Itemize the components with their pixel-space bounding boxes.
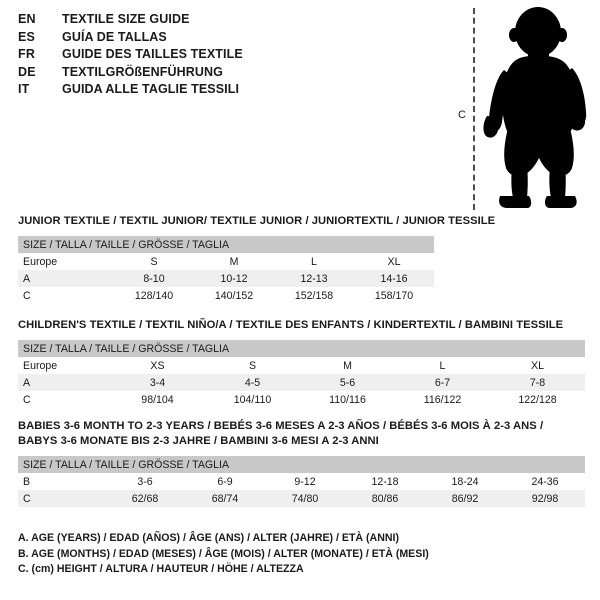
babies-cell: 92/98 xyxy=(505,490,586,507)
children-band-header-label: SIZE / TALLA / TAILLE / GRÖSSE / TAGLIA xyxy=(18,340,586,357)
babies-size-table: SIZE / TALLA / TAILLE / GRÖSSE / TAGLIA … xyxy=(18,456,586,507)
children-cell: 104/110 xyxy=(205,391,300,408)
table-row: A 3-4 4-5 5-6 6-7 7-8 xyxy=(18,374,586,391)
junior-cell: 152/158 xyxy=(274,287,354,304)
language-title: GUIDA ALLE TAGLIE TESSILI xyxy=(62,82,240,96)
junior-cell: XL xyxy=(354,253,435,270)
table-row: Europe XS S M L XL xyxy=(18,357,586,374)
table-row: C 98/104 104/110 110/116 116/122 122/128 xyxy=(18,391,586,408)
junior-table-band-header: SIZE / TALLA / TAILLE / GRÖSSE / TAGLIA xyxy=(18,236,435,253)
babies-section-title-line2: BABYS 3-6 MONATE BIS 2-3 JAHRE / BAMBINI… xyxy=(18,435,379,447)
babies-cell: 62/68 xyxy=(105,490,185,507)
babies-section-title-line1: BABIES 3-6 MONTH TO 2-3 YEARS / BEBÉS 3-… xyxy=(18,420,544,432)
language-row: FR GUIDE DES TAILLES TEXTILE xyxy=(18,47,418,65)
legend-block: A. AGE (YEARS) / EDAD (AÑOS) / ÂGE (ANS)… xyxy=(18,531,429,578)
table-row: Europe S M L XL xyxy=(18,253,435,270)
babies-row-label: C xyxy=(18,490,105,507)
legend-line-b: B. AGE (MONTHS) / EDAD (MESES) / ÂGE (MO… xyxy=(18,547,429,560)
babies-band-header-label: SIZE / TALLA / TAILLE / GRÖSSE / TAGLIA xyxy=(18,456,586,473)
legend-line-c: C. (cm) HEIGHT / ALTURA / HAUTEUR / HÖHE… xyxy=(18,563,304,575)
section-junior-textile: JUNIOR TEXTILE / TEXTIL JUNIOR/ TEXTILE … xyxy=(18,214,496,304)
junior-cell: M xyxy=(194,253,274,270)
height-dashed-line xyxy=(473,8,475,210)
children-cell: 7-8 xyxy=(490,374,586,391)
section-children-textile: CHILDREN'S TEXTILE / TEXTIL NIÑO/A / TEX… xyxy=(18,318,586,408)
children-cell: M xyxy=(300,357,395,374)
junior-cell: 128/140 xyxy=(114,287,194,304)
language-row: ES GUÍA DE TALLAS xyxy=(18,30,418,48)
babies-cell: 80/86 xyxy=(345,490,425,507)
babies-cell: 12-18 xyxy=(345,473,425,490)
language-title: GUÍA DE TALLAS xyxy=(62,29,167,44)
junior-cell: S xyxy=(114,253,194,270)
babies-row-label: B xyxy=(18,473,105,490)
children-cell: XS xyxy=(110,357,205,374)
language-row: DE TEXTILGRÖßENFÜHRUNG xyxy=(18,65,418,83)
junior-cell: 140/152 xyxy=(194,287,274,304)
babies-table-band-header: SIZE / TALLA / TAILLE / GRÖSSE / TAGLIA xyxy=(18,456,586,473)
junior-cell: 14-16 xyxy=(354,270,435,287)
junior-cell: 8-10 xyxy=(114,270,194,287)
babies-cell: 3-6 xyxy=(105,473,185,490)
language-code: IT xyxy=(18,82,30,96)
language-header-block: EN TEXTILE SIZE GUIDE ES GUÍA DE TALLAS … xyxy=(18,12,418,100)
children-cell: 98/104 xyxy=(110,391,205,408)
junior-cell: 10-12 xyxy=(194,270,274,287)
babies-cell: 86/92 xyxy=(425,490,505,507)
children-cell: 110/116 xyxy=(300,391,395,408)
language-code: FR xyxy=(18,47,36,61)
language-code: ES xyxy=(18,29,36,44)
children-cell: 5-6 xyxy=(300,374,395,391)
junior-row-label: C xyxy=(18,287,114,304)
children-cell: S xyxy=(205,357,300,374)
babies-cell: 6-9 xyxy=(185,473,265,490)
toddler-silhouette-icon xyxy=(483,7,587,208)
children-row-label: A xyxy=(18,374,110,391)
children-cell: L xyxy=(395,357,490,374)
junior-band-header-label: SIZE / TALLA / TAILLE / GRÖSSE / TAGLIA xyxy=(18,236,435,253)
babies-cell: 68/74 xyxy=(185,490,265,507)
children-row-label: Europe xyxy=(18,357,110,374)
junior-cell: 12-13 xyxy=(274,270,354,287)
babies-cell: 74/80 xyxy=(265,490,345,507)
language-code: EN xyxy=(18,12,36,26)
language-title: TEXTILGRÖßENFÜHRUNG xyxy=(62,64,223,79)
legend-line-a: A. AGE (YEARS) / EDAD (AÑOS) / ÂGE (ANS)… xyxy=(18,532,399,544)
children-size-table: SIZE / TALLA / TAILLE / GRÖSSE / TAGLIA … xyxy=(18,340,586,408)
table-row: C 62/68 68/74 74/80 80/86 86/92 92/98 xyxy=(18,490,586,507)
height-illustration: C xyxy=(440,4,600,212)
children-cell: 3-4 xyxy=(110,374,205,391)
language-row: EN TEXTILE SIZE GUIDE xyxy=(18,12,418,30)
junior-cell: 158/170 xyxy=(354,287,435,304)
table-row: A 8-10 10-12 12-13 14-16 xyxy=(18,270,435,287)
language-row: IT GUIDA ALLE TAGLIE TESSILI xyxy=(18,82,418,100)
babies-cell: 18-24 xyxy=(425,473,505,490)
children-section-title: CHILDREN'S TEXTILE / TEXTIL NIÑO/A / TEX… xyxy=(18,319,564,331)
height-measure-label: C xyxy=(458,109,466,121)
babies-cell: 24-36 xyxy=(505,473,586,490)
children-cell: XL xyxy=(490,357,586,374)
children-cell: 116/122 xyxy=(395,391,490,408)
children-cell: 4-5 xyxy=(205,374,300,391)
children-cell: 122/128 xyxy=(490,391,586,408)
children-cell: 6-7 xyxy=(395,374,490,391)
table-row: C 128/140 140/152 152/158 158/170 xyxy=(18,287,435,304)
children-row-label: C xyxy=(18,391,110,408)
babies-cell: 9-12 xyxy=(265,473,345,490)
junior-cell: L xyxy=(274,253,354,270)
junior-row-label: Europe xyxy=(18,253,114,270)
table-row: B 3-6 6-9 9-12 12-18 18-24 24-36 xyxy=(18,473,586,490)
language-title: TEXTILE SIZE GUIDE xyxy=(62,12,190,26)
language-code: DE xyxy=(18,64,36,79)
section-babies-textile: BABIES 3-6 MONTH TO 2-3 YEARS / BEBÉS 3-… xyxy=(18,419,586,507)
language-title: GUIDE DES TAILLES TEXTILE xyxy=(62,47,243,61)
junior-row-label: A xyxy=(18,270,114,287)
junior-section-title: JUNIOR TEXTILE / TEXTIL JUNIOR/ TEXTILE … xyxy=(18,215,496,227)
children-table-band-header: SIZE / TALLA / TAILLE / GRÖSSE / TAGLIA xyxy=(18,340,586,357)
junior-size-table: SIZE / TALLA / TAILLE / GRÖSSE / TAGLIA … xyxy=(18,236,435,304)
